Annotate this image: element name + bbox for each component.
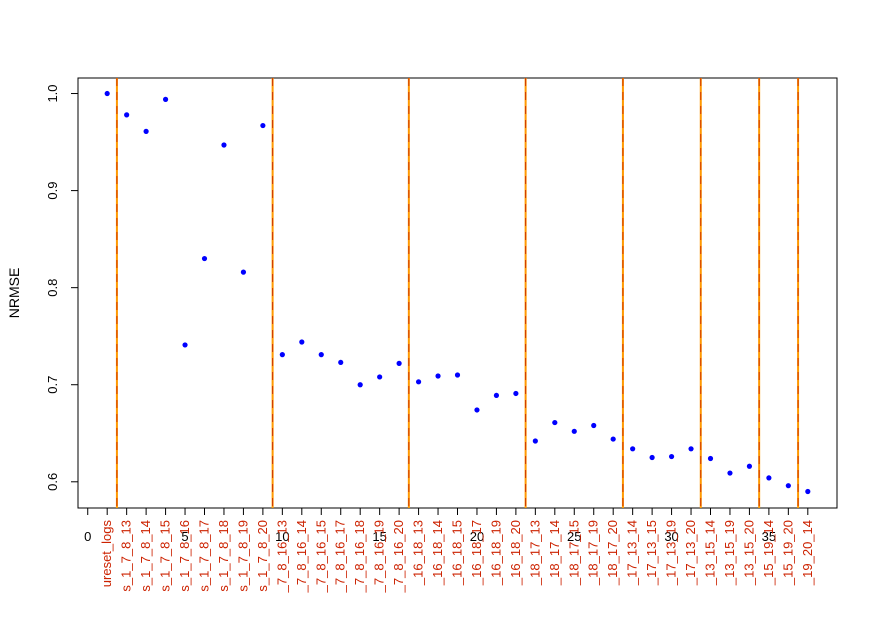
data-point [143, 128, 149, 134]
x-category-label: _15_19_14 [761, 520, 776, 586]
data-point [377, 374, 383, 380]
plot-frame [77, 77, 838, 509]
x-category-label: _13_15_20 [741, 520, 756, 586]
x-tick-label: 30 [664, 529, 678, 544]
data-point [454, 372, 461, 378]
x-category-label: _17_13_19 [664, 520, 679, 586]
data-point [785, 483, 791, 489]
x-category-label: _18_17_20 [605, 520, 620, 586]
x-category-label: _16_18_19 [488, 520, 503, 586]
x-category-label: _18_17_15 [566, 520, 581, 586]
x-category-label: _13_15_14 [703, 520, 718, 586]
data-point [201, 255, 208, 262]
x-category-label: s_1_7_8_13 [119, 520, 134, 592]
x-axis: 0 5 10 15 20 25 30 35 [84, 508, 809, 544]
data-point [649, 454, 655, 461]
data-point [299, 339, 305, 345]
x-category-label: s_1_7_8_17 [197, 520, 212, 592]
data-point [766, 475, 772, 481]
x-category-label: _7_8_16_15 [313, 520, 328, 593]
x-category-label: _18_17_13 [527, 520, 542, 586]
data-point [279, 352, 285, 358]
data-point [493, 392, 500, 399]
data-point [668, 453, 675, 460]
x-category-label: _17_13_15 [644, 520, 659, 586]
x-tick-label: 25 [567, 529, 581, 544]
y-tick-label: 0.9 [45, 182, 60, 200]
x-category-label: _17_13_20 [683, 520, 698, 586]
x-category-label: s_1_7_8_18 [216, 520, 231, 592]
x-category-label: _16_18_14 [430, 520, 445, 586]
x-category-label: s_1_7_8_16 [177, 520, 192, 592]
separator-lines [115, 78, 800, 508]
data-point [260, 122, 266, 129]
y-tick-label: 0.6 [45, 473, 60, 491]
x-category-label: s_1_7_8_14 [138, 520, 153, 592]
data-point [610, 436, 616, 442]
data-point [552, 419, 558, 426]
data-point [805, 488, 811, 495]
x-tick-label: 10 [275, 529, 289, 544]
data-point [357, 382, 363, 388]
data-point [513, 390, 519, 397]
data-point [435, 373, 441, 379]
data-point [338, 359, 344, 366]
x-tick-label: 5 [181, 529, 188, 544]
x-category-label: _16_18_13 [411, 520, 426, 586]
x-category-label: _7_8_16_14 [294, 520, 309, 593]
data-point [318, 352, 324, 358]
data-point [630, 446, 636, 452]
data-point [474, 407, 480, 413]
x-category-label: _16_18_17 [469, 520, 484, 586]
x-category-label: ureset_logs [99, 520, 114, 588]
data-point [104, 90, 110, 97]
x-category-label: _7_8_16_17 [333, 520, 348, 593]
data-point [124, 112, 130, 118]
x-category-label: _18_17_19 [586, 520, 601, 586]
x-category-label: _7_8_16_20 [391, 520, 406, 593]
x-category-label: s_1_7_8_20 [255, 520, 270, 592]
data-points [104, 90, 811, 495]
x-category-label: _17_13_14 [625, 520, 640, 586]
x-category-label: _15_19_20 [780, 520, 795, 586]
x-category-label: _19_20_14 [800, 520, 815, 586]
y-tick-label: 0.7 [45, 376, 60, 394]
y-axis-label: NRMSE [6, 268, 22, 319]
data-point [240, 269, 247, 275]
data-point [396, 360, 402, 366]
x-category-label: s_1_7_8_19 [235, 520, 250, 592]
data-point [688, 446, 694, 452]
data-point [221, 142, 227, 148]
data-point [415, 379, 422, 385]
data-point [182, 342, 188, 348]
data-point [571, 428, 577, 434]
x-tick-label: 35 [762, 529, 776, 544]
data-point [727, 470, 733, 476]
y-tick-label: 0.8 [45, 279, 60, 297]
y-tick-label: 1.0 [45, 84, 60, 102]
data-point [746, 463, 753, 469]
x-category-label: _13_15_19 [722, 520, 737, 586]
x-tick-label: 0 [84, 529, 91, 544]
data-point [707, 455, 714, 462]
x-category-label: s_1_7_8_15 [158, 520, 173, 592]
x-category-labels: ureset_logs s_1_7_8_13 s_1_7_8_14 s_1_7_8_1… [99, 520, 815, 594]
y-axis: 0.6 0.7 0.8 0.9 1.0 [45, 84, 79, 491]
x-category-label: _7_8_16_13 [274, 520, 289, 593]
x-tick-label: 20 [470, 529, 484, 544]
data-point [162, 96, 169, 102]
data-point [532, 438, 538, 444]
x-category-label: _16_18_15 [450, 520, 465, 586]
x-category-label: _7_8_16_19 [372, 520, 387, 593]
x-category-label: _18_17_14 [547, 520, 562, 586]
x-category-label: _7_8_16_18 [352, 520, 367, 593]
x-category-label: _16_18_20 [508, 520, 523, 586]
data-point [591, 422, 597, 429]
x-tick-label: 15 [372, 529, 386, 544]
